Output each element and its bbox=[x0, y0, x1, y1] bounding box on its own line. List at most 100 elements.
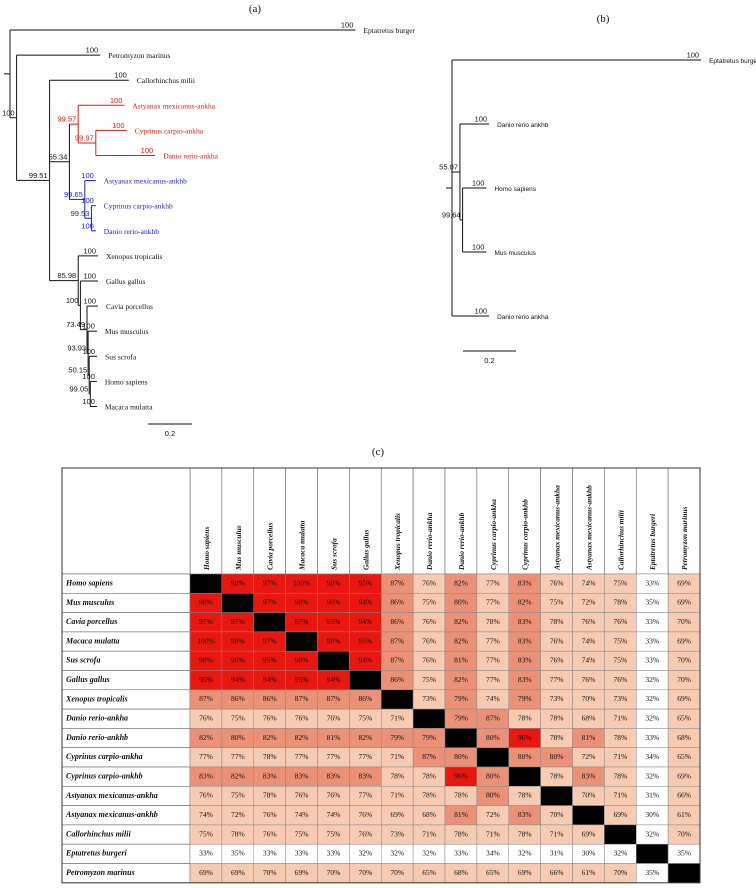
leaf-label: Cyprinus carpio-ankhb bbox=[104, 202, 173, 211]
cell-value: 75% bbox=[231, 713, 245, 722]
cell-value: 100% bbox=[293, 578, 311, 587]
cell-value: 78% bbox=[550, 771, 564, 780]
cell-value: 61% bbox=[582, 868, 596, 877]
support-value: 100 bbox=[83, 246, 96, 255]
cell-value: 76% bbox=[263, 810, 277, 819]
cell-value: 76% bbox=[550, 656, 564, 665]
support-value: 100 bbox=[66, 296, 79, 305]
cell-value: 79% bbox=[518, 694, 532, 703]
cell-value: 76% bbox=[550, 578, 564, 587]
cell-value: 68% bbox=[454, 868, 468, 877]
support-value: 100 bbox=[112, 121, 125, 130]
row-label: Gallus gallus bbox=[66, 675, 110, 684]
cell-value: 96% bbox=[327, 598, 341, 607]
header-cell bbox=[189, 467, 223, 575]
support-value: 100 bbox=[2, 108, 15, 117]
cell-value: 83% bbox=[518, 578, 532, 587]
cell-value: 75% bbox=[422, 598, 436, 607]
header-cell bbox=[444, 467, 478, 575]
row-label: Mus musculus bbox=[65, 598, 114, 607]
leaf-label: Cyprinus carpio-ankha bbox=[135, 126, 204, 135]
support-value: 100 bbox=[141, 146, 154, 155]
support-value: 100 bbox=[86, 46, 99, 55]
cell-value: 33% bbox=[454, 849, 468, 858]
cell-value: 70% bbox=[263, 868, 277, 877]
cell-value: 98% bbox=[327, 636, 341, 645]
row-label: Danio rerio-ankha bbox=[65, 714, 128, 723]
row-label: Cyprinus carpio-ankhb bbox=[66, 771, 143, 780]
support-value: 100 bbox=[114, 71, 127, 80]
support-value: 99.51 bbox=[29, 171, 48, 180]
cell-value: 81% bbox=[327, 733, 341, 742]
cell-value: 68% bbox=[677, 733, 691, 742]
support-value: 100 bbox=[475, 115, 488, 124]
cell-value: 78% bbox=[550, 713, 564, 722]
cell-value: 71% bbox=[550, 829, 564, 838]
cell-value: 77% bbox=[327, 752, 341, 761]
cell-value: 76% bbox=[358, 810, 372, 819]
matrix-cell bbox=[667, 863, 701, 884]
cell-value: 83% bbox=[295, 771, 309, 780]
column-header: Cyprinus carpio-ankhb bbox=[521, 499, 530, 570]
cell-value: 69% bbox=[295, 868, 309, 877]
cell-value: 71% bbox=[422, 829, 436, 838]
matrix-cell bbox=[476, 747, 509, 768]
matrix-cell bbox=[540, 786, 573, 806]
cell-value: 97% bbox=[199, 617, 213, 626]
support-value: 100 bbox=[81, 171, 94, 180]
cell-value: 71% bbox=[390, 791, 404, 800]
cell-value: 77% bbox=[486, 636, 500, 645]
cell-value: 72% bbox=[486, 810, 500, 819]
table-border bbox=[61, 467, 701, 884]
cell-value: 72% bbox=[582, 598, 596, 607]
cell-value: 96% bbox=[454, 771, 468, 780]
cell-value: 70% bbox=[327, 868, 341, 877]
cell-value: 76% bbox=[327, 791, 341, 800]
row-label: Cavia porcellus bbox=[66, 617, 117, 626]
cell-value: 96% bbox=[518, 733, 532, 742]
cell-value: 83% bbox=[582, 771, 596, 780]
cell-value: 96% bbox=[231, 656, 245, 665]
cell-value: 87% bbox=[199, 694, 213, 703]
column-header: Cavia porcellus bbox=[266, 522, 275, 570]
matrix-cell bbox=[317, 650, 350, 671]
cell-value: 75% bbox=[231, 791, 245, 800]
leaf-label: Homo sapiens bbox=[494, 186, 536, 193]
cell-value: 82% bbox=[199, 733, 213, 742]
matrix-cell bbox=[508, 766, 541, 787]
cell-value: 70% bbox=[677, 617, 691, 626]
cell-value: 83% bbox=[518, 656, 532, 665]
cell-value: 70% bbox=[582, 791, 596, 800]
support-value: 99.97 bbox=[75, 133, 94, 142]
leaf-label: Sus scrofa bbox=[105, 352, 137, 361]
support-value: 100 bbox=[82, 372, 95, 381]
cell-value: 98% bbox=[199, 598, 213, 607]
cell-value: 76% bbox=[582, 617, 596, 626]
header-corner bbox=[61, 467, 191, 575]
cell-value: 76% bbox=[550, 636, 564, 645]
cell-value: 78% bbox=[422, 791, 436, 800]
leaf-label: Cavia porcellus bbox=[106, 302, 153, 311]
matrix-cell bbox=[221, 593, 254, 613]
matrix-cell bbox=[444, 728, 478, 748]
support-value: 100 bbox=[472, 179, 485, 188]
cell-value: 78% bbox=[486, 617, 500, 626]
cell-value: 35% bbox=[645, 868, 659, 877]
cell-value: 83% bbox=[199, 771, 213, 780]
cell-value: 32% bbox=[645, 771, 659, 780]
support-value: 73.49 bbox=[66, 320, 85, 329]
row-label: Eptatretus burgeri bbox=[65, 849, 127, 858]
cell-value: 69% bbox=[677, 578, 691, 587]
cell-value: 33% bbox=[645, 636, 659, 645]
row-label: Macaca mulatta bbox=[65, 636, 120, 645]
support-value: 55.07 bbox=[439, 163, 458, 172]
cell-value: 94% bbox=[327, 675, 341, 684]
support-value: 99.57 bbox=[57, 115, 76, 124]
cell-value: 73% bbox=[422, 694, 436, 703]
cell-value: 35% bbox=[677, 849, 691, 858]
cell-value: 78% bbox=[422, 771, 436, 780]
cell-value: 69% bbox=[390, 810, 404, 819]
cell-value: 78% bbox=[613, 771, 627, 780]
cell-value: 34% bbox=[486, 849, 500, 858]
cell-value: 87% bbox=[390, 636, 404, 645]
